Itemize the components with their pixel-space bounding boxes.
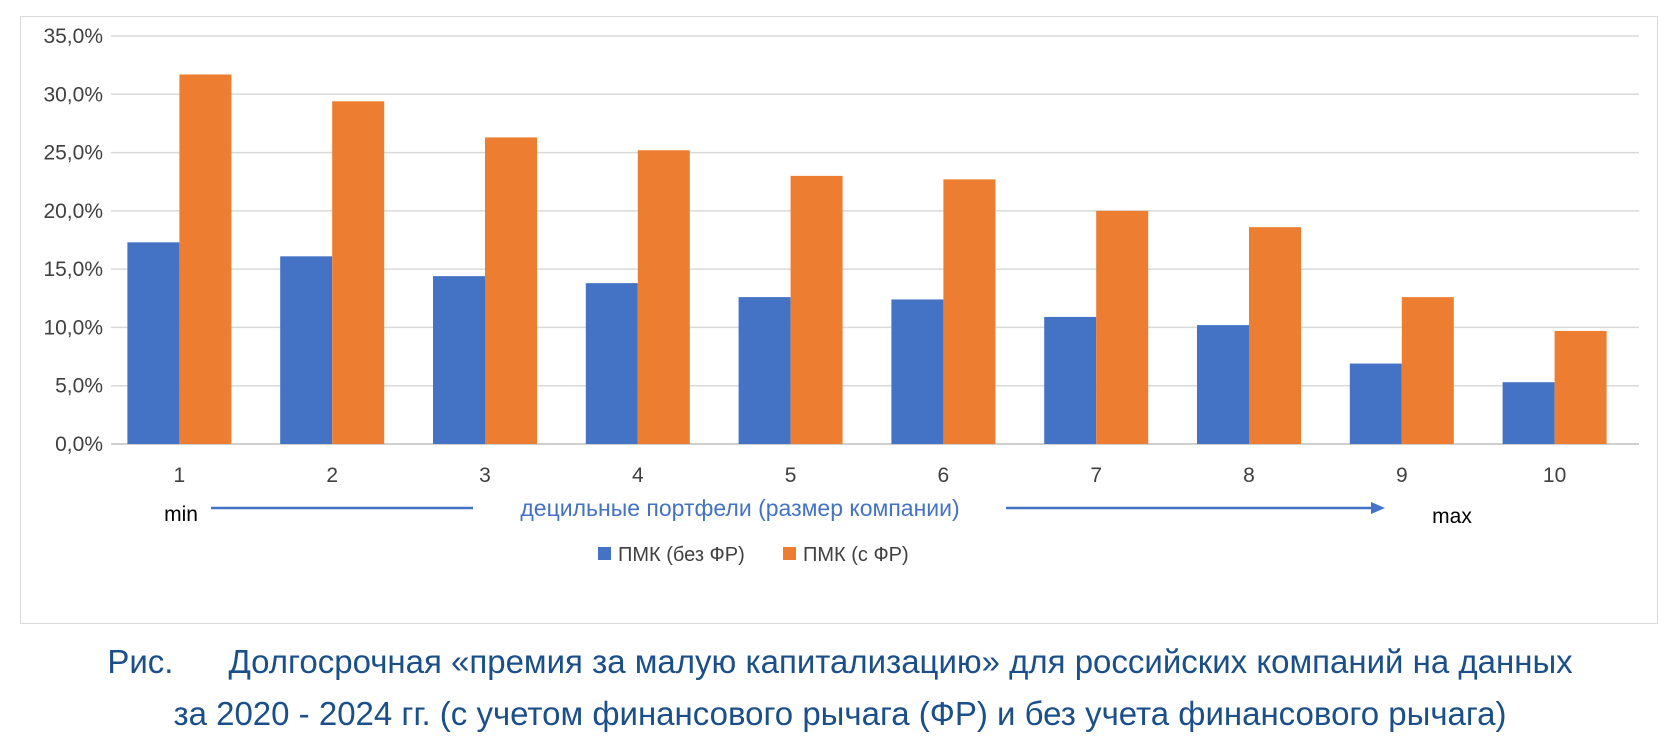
x-max-label: max — [1432, 505, 1472, 528]
x-tick-label: 1 — [174, 464, 186, 487]
y-tick-label: 30,0% — [43, 83, 103, 106]
legend-label: ПМК (без ФР) — [618, 544, 745, 566]
figure-caption: Рис. Долгосрочная «премия за малую капит… — [0, 636, 1680, 740]
axis-arrow-head — [1371, 502, 1385, 514]
bar-with-leverage — [790, 175, 843, 444]
bar-chart: 0,0% 5,0% 10,0% 15,0% 20,0% 25,0% 30,0% 35,0% 1 2… — [43, 25, 1639, 566]
x-min-label: min — [164, 503, 198, 526]
legend-label: ПМК (с ФР) — [803, 544, 909, 566]
bar-with-leverage — [1401, 297, 1454, 444]
bar-without-leverage — [127, 242, 180, 444]
bar-with-leverage — [332, 101, 385, 444]
bar-without-leverage — [1044, 316, 1097, 444]
bar-without-leverage — [433, 276, 485, 444]
x-tick-label: 4 — [632, 464, 644, 487]
y-tick-label: 20,0% — [43, 200, 103, 223]
y-tick-label: 5,0% — [55, 375, 103, 398]
x-tick-label: 10 — [1543, 464, 1566, 487]
bar-without-leverage — [891, 299, 944, 444]
caption-line-1: Рис. Долгосрочная «премия за малую капит… — [107, 643, 1573, 680]
x-tick-label: 2 — [326, 464, 338, 487]
x-tick-label: 6 — [938, 464, 950, 487]
y-tick-label: 10,0% — [43, 316, 103, 339]
y-tick-label: 25,0% — [43, 142, 103, 165]
x-tick-label: 9 — [1396, 464, 1408, 487]
bar-without-leverage — [280, 256, 333, 444]
x-tick-label: 5 — [785, 464, 797, 487]
x-tick-label: 7 — [1090, 464, 1102, 487]
bar-with-leverage — [1249, 227, 1301, 444]
bar-with-leverage — [943, 179, 996, 444]
y-tick-label: 35,0% — [43, 25, 103, 48]
x-tick-label: 3 — [479, 464, 491, 487]
bar-without-leverage — [1502, 382, 1555, 444]
bar-without-leverage — [738, 297, 791, 444]
x-axis-title: децильные портфели (размер компании) — [520, 495, 959, 521]
bar-without-leverage — [1197, 325, 1249, 444]
legend-swatch — [598, 547, 611, 560]
y-tick-label: 15,0% — [43, 258, 103, 281]
bar-with-leverage — [179, 74, 232, 444]
caption-line-2: за 2020 - 2024 гг. (с учетом финансового… — [173, 695, 1507, 732]
bar-with-leverage — [1096, 210, 1149, 444]
legend-swatch — [783, 547, 796, 560]
x-tick-label: 8 — [1243, 464, 1255, 487]
chart-area: 0,0% 5,0% 10,0% 15,0% 20,0% 25,0% 30,0% 35,0% 1 2… — [20, 16, 1658, 624]
bar-with-leverage — [485, 137, 537, 444]
bar-without-leverage — [1349, 363, 1402, 444]
y-tick-label: 0,0% — [55, 433, 103, 456]
bar-with-leverage — [1554, 330, 1607, 444]
bar-without-leverage — [585, 283, 638, 444]
bar-with-leverage — [637, 150, 690, 445]
